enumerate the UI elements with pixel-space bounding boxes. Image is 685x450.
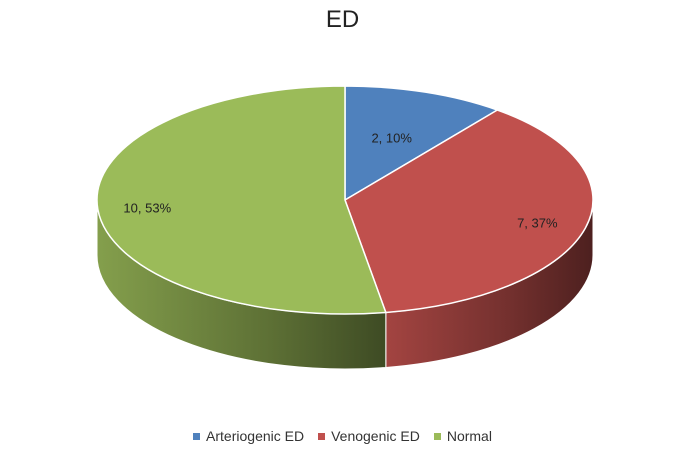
legend-item-venogenic-ed: Venogenic ED: [318, 428, 420, 444]
legend-item-normal: Normal: [433, 428, 492, 444]
legend-swatch: [433, 432, 441, 440]
pie-slice-arteriogenic-ed: [344, 85, 500, 202]
data-label-arteriogenic-ed: 2, 10%: [371, 130, 412, 145]
pie-slice-venogenic-ed: [344, 109, 594, 314]
chart-title: ED: [325, 6, 360, 33]
legend-swatch: [193, 432, 201, 440]
legend-label: Venogenic ED: [331, 428, 420, 444]
legend-swatch: [318, 432, 326, 440]
legend-label: Normal: [446, 428, 492, 444]
legend-item-arteriogenic-ed: Arteriogenic ED: [193, 428, 304, 444]
pie-chart: 2, 10% 7, 37% 10, 53%: [96, 85, 594, 370]
data-label-normal: 10, 53%: [123, 201, 171, 216]
pie-slice-normal: [96, 85, 387, 315]
legend-label: Arteriogenic ED: [206, 428, 305, 444]
legend: Arteriogenic ED Venogenic ED Normal: [0, 428, 685, 444]
data-label-venogenic-ed: 7, 37%: [517, 215, 558, 230]
